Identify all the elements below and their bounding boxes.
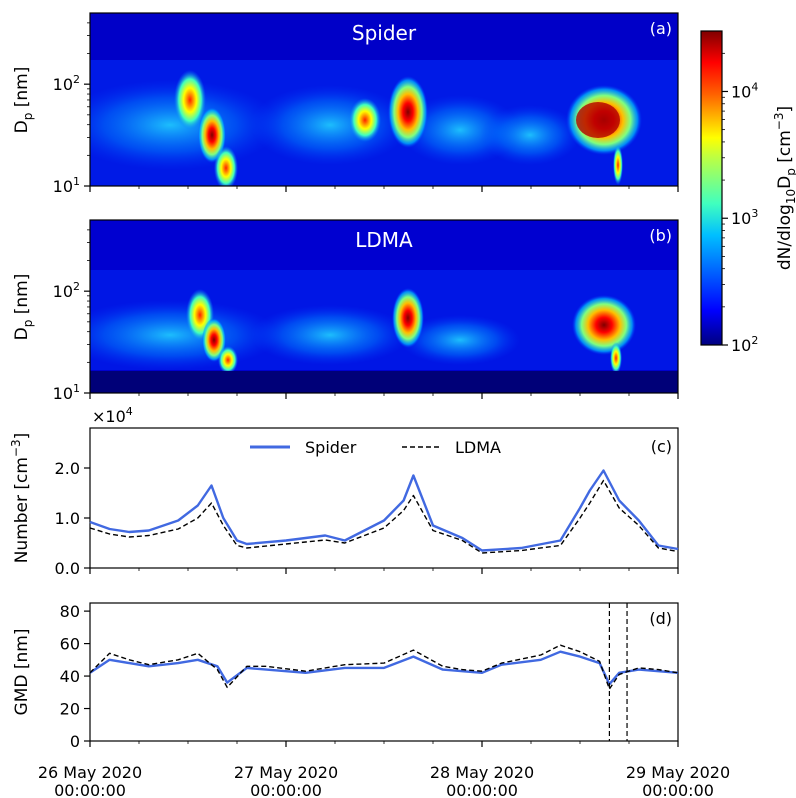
y-tick-label: 101 — [53, 382, 80, 403]
panel-d: 0 20 40 60 80 GMD [nm] (d) — [12, 602, 679, 751]
colorbar-ticks: 104 103 102 — [722, 52, 758, 355]
y-ticks-d: 0 20 40 60 80 — [60, 602, 90, 751]
panel-a-title: Spider — [352, 21, 417, 45]
y-tick-label: 60 — [60, 635, 80, 654]
y-ticks-b: 101 102 — [53, 229, 90, 403]
panel-b: LDMA (b) 101 102 Dp [nm] — [12, 219, 679, 403]
y-axis-label-c: Number [cm−3] — [9, 433, 32, 564]
legend-c: Spider LDMA — [250, 438, 501, 457]
x-tick-date: 29 May 2020 — [626, 763, 730, 782]
series-c — [89, 469, 679, 554]
x-tick-date: 27 May 2020 — [234, 763, 338, 782]
panel-a: Spider (a) 101 102 Dp [nm] — [12, 12, 679, 196]
x-tick-date: 26 May 2020 — [38, 763, 142, 782]
y-ticks-a: 101 102 — [53, 22, 90, 196]
y-ticks-c: 0.0 1.0 2.0 — [55, 459, 90, 578]
y-tick-label: 0 — [70, 732, 80, 751]
y-tick-label: 102 — [53, 73, 80, 94]
panel-c: 0.0 1.0 2.0 ×104 Number [cm−3] (c) Spider … — [9, 405, 679, 578]
x-tick-time: 00:00:00 — [54, 781, 126, 798]
x-tick-time: 00:00:00 — [446, 781, 518, 798]
y-tick-label: 0.0 — [55, 559, 80, 578]
axes-frame-c — [89, 427, 679, 569]
colorbar-label: dN/dlog10Dp [cm−3] — [772, 106, 796, 270]
heatmap-a-image — [90, 13, 678, 186]
heatmap-b-image — [90, 220, 678, 393]
ldma-cutoff-band — [90, 371, 678, 393]
panel-b-title: LDMA — [355, 228, 413, 252]
x-tick-date: 28 May 2020 — [430, 763, 534, 782]
panel-c-label: (c) — [651, 437, 672, 456]
panel-b-label: (b) — [649, 226, 672, 245]
y-tick-label: 1.0 — [55, 509, 80, 528]
colorbar-tick-label: 103 — [731, 207, 758, 228]
colorbar: 104 103 102 dN/dlog10Dp [cm−3] — [700, 30, 796, 355]
series-line-spider — [89, 469, 679, 552]
colorbar-frame — [700, 30, 723, 346]
x-tick-time: 00:00:00 — [250, 781, 322, 798]
legend-label-ldma: LDMA — [455, 438, 501, 457]
series-line-spider — [89, 650, 679, 686]
y-tick-label: 2.0 — [55, 459, 80, 478]
legend-label-spider: Spider — [305, 438, 357, 457]
series-line-ldma — [89, 479, 679, 554]
offset-text-c: ×104 — [92, 405, 133, 426]
colorbar-gradient — [701, 31, 722, 345]
y-tick-label: 101 — [53, 175, 80, 196]
y-tick-label: 102 — [53, 280, 80, 301]
y-axis-label-a: Dp [nm] — [12, 67, 35, 134]
colorbar-tick-label: 102 — [731, 334, 758, 355]
y-axis-label-b: Dp [nm] — [12, 274, 35, 341]
series-line-ldma — [89, 644, 679, 690]
y-tick-label: 20 — [60, 700, 80, 719]
y-tick-label: 40 — [60, 667, 80, 686]
y-tick-label: 80 — [60, 602, 80, 621]
axes-frame-d — [89, 602, 679, 742]
y-axis-label-d: GMD [nm] — [12, 629, 32, 716]
panel-a-label: (a) — [650, 19, 672, 38]
x-tick-time: 00:00:00 — [642, 781, 714, 798]
panel-d-label: (d) — [649, 609, 672, 628]
series-d — [89, 603, 679, 741]
colorbar-tick-label: 104 — [731, 80, 758, 101]
